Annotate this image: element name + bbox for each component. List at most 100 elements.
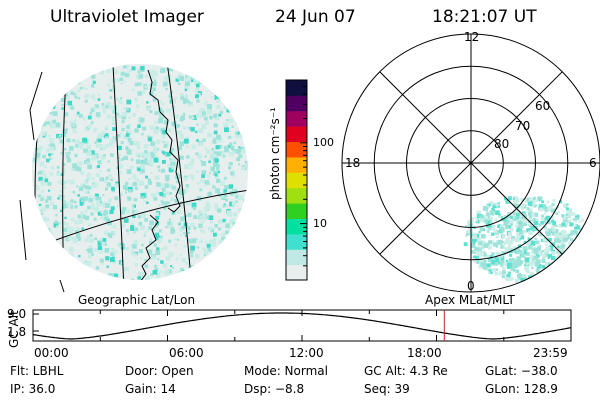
geo-speckle-dot	[225, 198, 228, 202]
polar-speckle-dot	[528, 261, 534, 267]
geo-speckle-dot	[35, 185, 40, 191]
geo-speckle-dot	[143, 154, 149, 159]
geo-speckle-dot	[72, 238, 78, 244]
geo-speckle-dot	[234, 89, 237, 92]
geo-speckle-dot	[169, 192, 173, 195]
polar-speckle-dot	[537, 233, 541, 236]
polar-speckle-dot	[534, 220, 539, 226]
polar-speckle-dot	[509, 253, 513, 257]
geo-speckle-dot	[112, 256, 115, 260]
geo-speckle-dot	[193, 226, 197, 230]
geo-speckle-dot	[94, 155, 98, 158]
polar-speckle-dot	[479, 218, 484, 223]
polar-speckle-dot	[497, 205, 500, 208]
polar-speckle-dot	[491, 268, 496, 273]
geo-speckle-dot	[93, 248, 98, 252]
geo-speckle-dot	[92, 80, 96, 84]
polar-speckle-dot	[503, 221, 509, 226]
geo-speckle-dot	[216, 167, 220, 171]
geo-speckle-dot	[96, 277, 100, 280]
geo-speckle-dot	[218, 78, 222, 83]
geo-speckle-dot	[197, 155, 202, 160]
geo-speckle-dot	[224, 185, 229, 190]
geo-speckle-dot	[149, 238, 153, 242]
polar-speckle-dot	[551, 216, 554, 219]
geo-speckle-dot	[84, 215, 90, 221]
polar-speckle-dot	[544, 227, 549, 232]
geo-speckle-dot	[178, 65, 184, 70]
geo-speckle-dot	[90, 121, 94, 125]
polar-speckle-dot	[541, 217, 545, 221]
geo-speckle-dot	[199, 188, 203, 192]
geo-speckle-dot	[160, 114, 164, 118]
geo-speckle-dot	[51, 67, 56, 73]
geo-speckle-dot	[41, 206, 47, 212]
geo-speckle-dot	[33, 78, 37, 82]
polar-speckle-dot	[571, 212, 575, 216]
polar-speckle-dot	[567, 266, 571, 270]
polar-speckle-dot	[515, 250, 520, 255]
geo-speckle-dot	[119, 97, 123, 100]
polar-speckle-dot	[537, 198, 541, 202]
polar-speckle-dot	[515, 198, 518, 201]
geo-speckle-dot	[149, 110, 153, 114]
geo-speckle-dot	[221, 75, 225, 78]
geo-speckle-dot	[44, 178, 49, 182]
geo-speckle-dot	[203, 102, 207, 106]
geo-speckle-dot	[166, 152, 171, 157]
geo-speckle-dot	[62, 232, 68, 238]
polar-speckle-dot	[563, 269, 568, 274]
geo-speckle-dot	[74, 165, 80, 171]
polar-speckle-dot	[482, 252, 487, 257]
geo-speckle-dot	[234, 116, 237, 119]
geo-speckle-dot	[86, 161, 91, 165]
geo-speckle-dot	[133, 198, 138, 202]
geo-speckle-dot	[79, 202, 84, 206]
geo-speckle-dot	[126, 99, 132, 105]
geo-speckle-dot	[195, 67, 200, 72]
geo-speckle-dot	[187, 74, 192, 79]
geo-speckle-dot	[33, 160, 37, 164]
geo-speckle-dot	[60, 173, 64, 176]
geo-speckle-dot	[110, 153, 114, 157]
geo-speckle-dot	[236, 131, 240, 135]
geo-speckle-dot	[171, 148, 175, 152]
geo-speckle-dot	[228, 249, 231, 252]
geo-speckle-dot	[121, 111, 127, 117]
geo-speckle-dot	[110, 257, 115, 262]
geo-speckle-dot	[195, 114, 200, 118]
geo-speckle-dot	[105, 105, 109, 109]
geo-speckle-dot	[147, 106, 151, 111]
geo-speckle-dot	[67, 151, 71, 155]
geo-speckle-dot	[222, 246, 226, 250]
geo-speckle-dot	[184, 214, 188, 217]
geo-speckle-dot	[200, 178, 205, 183]
polar-speckle-dot	[532, 218, 536, 222]
polar-speckle-dot	[574, 245, 579, 250]
polar-speckle-dot	[559, 250, 563, 254]
geo-speckle-dot	[58, 78, 63, 83]
polar-speckle-dot	[498, 271, 502, 274]
polar-speckle-dot	[518, 223, 524, 229]
polar-speckle-dot	[502, 266, 506, 271]
geo-speckle-dot	[219, 95, 224, 99]
geo-speckle-dot	[203, 249, 209, 255]
geo-speckle-dot	[247, 105, 248, 110]
geo-speckle-dot	[220, 237, 226, 242]
geo-speckle-dot	[231, 125, 234, 128]
geo-speckle-dot	[222, 69, 227, 74]
geo-speckle-dot	[36, 134, 41, 139]
polar-speckle-dot	[478, 231, 481, 234]
geo-speckle-dot	[63, 200, 66, 203]
geo-speckle-dot	[176, 172, 179, 175]
geo-speckle-dot	[71, 167, 75, 172]
geo-speckle-dot	[226, 91, 230, 95]
geo-speckle-dot	[158, 229, 162, 233]
geo-speckle-dot	[204, 180, 210, 185]
geo-speckle-dot	[75, 66, 81, 72]
geo-speckle-dot	[98, 196, 102, 201]
geo-speckle-dot	[217, 191, 221, 195]
polar-speckle-dot	[560, 268, 563, 271]
geo-speckle-dot	[70, 199, 74, 203]
geo-speckle-dot	[242, 226, 246, 231]
